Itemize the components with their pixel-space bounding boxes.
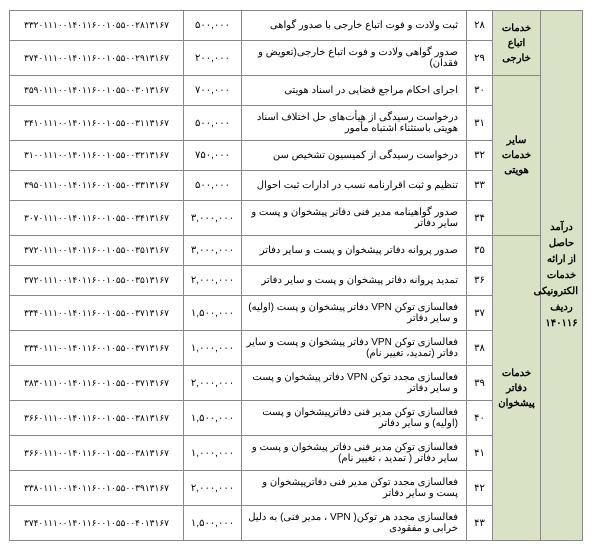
service-fee: ۷۰۰,۰۰۰ (184, 76, 242, 106)
service-fee: ۱,۵۰۰,۰۰۰ (184, 506, 242, 541)
service-fee: ۱,۰۰۰,۰۰۰ (184, 436, 242, 471)
service-fee: ۲,۰۰۰,۰۰۰ (184, 266, 242, 296)
service-fee: ۵۰۰,۰۰۰ (184, 106, 242, 141)
service-description: تمدید پروانه دفاتر پیشخوان و پست و سایر … (242, 266, 467, 296)
service-description: فعالسازی مجدد توکن VPN دفاتر پیشخوان و پ… (242, 366, 467, 401)
service-code: ۳۳۴۰۱۱۱۰۰۱۴۰۱۱۶۰۰۱۰۵۵۰۰۳۷۱۳۱۶۷ (10, 331, 184, 366)
service-code: ۳۹۵۰۱۱۱۰۰۱۴۰۱۱۶۰۰۱۰۵۵۰۰۳۳۱۳۱۶۷ (10, 171, 184, 201)
service-fee: ۱,۵۰۰,۰۰۰ (184, 296, 242, 331)
service-code: ۳۰۷۰۱۱۱۰۰۱۴۰۱۱۶۰۰۱۰۵۵۰۰۳۴۱۳۱۶۷ (10, 201, 184, 236)
services-table: درآمد حاصل از ارائه خدمات الکترونیکی ردی… (9, 10, 583, 541)
row-number: ۲۸ (467, 11, 493, 41)
service-code: ۳۳۴۰۱۱۱۰۰۱۴۰۱۱۶۰۰۱۰۵۵۰۰۳۷۱۳۱۶۷ (10, 296, 184, 331)
row-number: ۳۴ (467, 201, 493, 236)
service-description: فعالسازی مجدد هر توکن( VPN ، مدیر فنی) ب… (242, 506, 467, 541)
service-description: صدور پروانه دفاتر پیشخوان و پست و سایر د… (242, 236, 467, 266)
service-fee: ۲,۰۰۰,۰۰۰ (184, 366, 242, 401)
service-fee: ۳,۰۰۰,۰۰۰ (184, 236, 242, 266)
service-description: فعالسازی توکن مدیر فنی دفاتر پیشخوان و پ… (242, 436, 467, 471)
service-description: اجرای احکام مراجع قضایی در اسناد هویتی (242, 76, 467, 106)
service-fee: ۷۵۰,۰۰۰ (184, 141, 242, 171)
row-number: ۳۹ (467, 366, 493, 401)
row-number: ۴۰ (467, 401, 493, 436)
table-row: سایر خدمات هویتی۳۰اجرای احکام مراجع قضای… (10, 76, 583, 106)
table-row: خدمات دفاتر پیشخوان۳۵صدور پروانه دفاتر پ… (10, 236, 583, 266)
service-description: فعالسازی توکن مدیر فنی دفاترپیشخوان و پس… (242, 401, 467, 436)
row-number: ۳۸ (467, 331, 493, 366)
row-number: ۳۱ (467, 106, 493, 141)
service-code: ۳۴۱۰۱۱۱۰۰۱۴۰۱۱۶۰۰۱۰۵۵۰۰۳۱۱۳۱۶۷ (10, 106, 184, 141)
service-description: درخواست رسیدگی از کمیسیون تشخیص سن (242, 141, 467, 171)
service-code: ۳۷۲۰۱۱۱۰۰۱۴۰۱۱۶۰۰۱۰۵۵۰۰۳۵۱۳۱۶۷ (10, 266, 184, 296)
service-description: فعالسازی توکن VPN دفاتر پیشخوان و پست و … (242, 331, 467, 366)
service-description: تنظیم و ثبت اقرارنامه نسب در ادارات ثبت … (242, 171, 467, 201)
main-category: درآمد حاصل از ارائه خدمات الکترونیکی ردی… (541, 11, 583, 541)
row-number: ۳۶ (467, 266, 493, 296)
row-number: ۴۳ (467, 506, 493, 541)
service-fee: ۳,۰۰۰,۰۰۰ (184, 201, 242, 236)
service-code: ۳۷۴۰۱۱۱۰۰۱۴۰۱۱۶۰۰۱۰۵۵۰۰۴۰۱۳۱۶۷ (10, 506, 184, 541)
service-fee: ۵۰۰,۰۰۰ (184, 11, 242, 41)
service-code: ۳۳۲۰۱۱۱۰۰۱۴۰۱۱۶۰۰۱۰۵۵۰۰۲۸۱۳۱۶۷ (10, 11, 184, 41)
row-number: ۳۰ (467, 76, 493, 106)
service-description: فعالسازی توکن VPN دفاتر پیشخوان و پست (ا… (242, 296, 467, 331)
service-fee: ۵۰۰,۰۰۰ (184, 171, 242, 201)
row-number: ۴۱ (467, 436, 493, 471)
row-number: ۳۲ (467, 141, 493, 171)
service-fee: ۲۰۰,۰۰۰ (184, 41, 242, 76)
service-code: ۳۱۰۰۱۱۱۰۰۱۴۰۱۱۶۰۰۱۰۵۵۰۰۳۲۱۳۱۶۷ (10, 141, 184, 171)
service-code: ۳۷۲۰۱۱۱۰۰۱۴۰۱۱۶۰۰۱۰۵۵۰۰۳۵۱۳۱۶۷ (10, 236, 184, 266)
service-fee: ۱,۵۰۰,۰۰۰ (184, 401, 242, 436)
service-description: صدور گواهینامه مدیر فنی دفاتر پیشخوان و … (242, 201, 467, 236)
service-code: ۳۶۶۰۱۱۱۰۰۱۴۰۱۱۶۰۰۱۰۵۵۰۰۳۸۱۳۱۶۷ (10, 401, 184, 436)
row-number: ۴۲ (467, 471, 493, 506)
sub-category: خدمات اتباع خارجی (493, 11, 541, 76)
service-code: ۳۶۶۰۱۱۱۰۰۱۴۰۱۱۶۰۰۱۰۵۵۰۰۳۸۱۳۱۶۷ (10, 436, 184, 471)
service-code: ۳۳۸۰۱۱۱۰۰۱۴۰۱۱۶۰۰۱۰۵۵۰۰۳۹۱۳۱۶۷ (10, 471, 184, 506)
row-number: ۲۹ (467, 41, 493, 76)
row-number: ۳۷ (467, 296, 493, 331)
sub-category: خدمات دفاتر پیشخوان (493, 236, 541, 541)
service-code: ۳۸۳۰۱۱۱۰۰۱۴۰۱۱۶۰۰۱۰۵۵۰۰۳۷۱۳۱۶۷ (10, 366, 184, 401)
table-row: درآمد حاصل از ارائه خدمات الکترونیکی ردی… (10, 11, 583, 41)
service-code: ۳۵۹۰۱۱۱۰۰۱۴۰۱۱۶۰۰۱۰۵۵۰۰۳۰۱۳۱۶۷ (10, 76, 184, 106)
row-number: ۳۳ (467, 171, 493, 201)
service-description: فعالسازی مجدد توکن مدیر فنی دفاترپیشخوان… (242, 471, 467, 506)
row-number: ۳۵ (467, 236, 493, 266)
service-description: درخواست رسیدگی از هیأت‌های حل اختلاف اسن… (242, 106, 467, 141)
service-fee: ۱,۰۰۰,۰۰۰ (184, 331, 242, 366)
sub-category: سایر خدمات هویتی (493, 76, 541, 236)
service-description: ثبت ولادت و فوت اتباع خارجی با صدور گواه… (242, 11, 467, 41)
service-description: صدور گواهی ولادت و فوت اتباع خارجی(تعویض… (242, 41, 467, 76)
service-fee: ۲,۰۰۰,۰۰۰ (184, 471, 242, 506)
service-code: ۳۷۴۰۱۱۱۰۰۱۴۰۱۱۶۰۰۱۰۵۵۰۰۲۹۱۳۱۶۷ (10, 41, 184, 76)
